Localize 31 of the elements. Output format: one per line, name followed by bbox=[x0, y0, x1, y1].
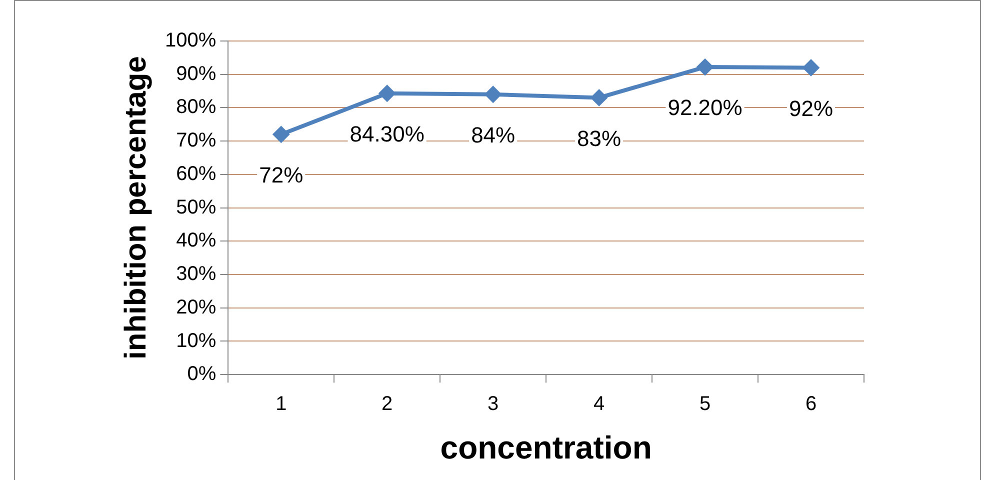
data-label: 84% bbox=[471, 122, 516, 148]
x-tick-label: 4 bbox=[594, 393, 605, 416]
point bbox=[802, 59, 820, 76]
point bbox=[272, 126, 290, 143]
x-tick-label: 2 bbox=[382, 393, 393, 416]
x-axis-title: concentration bbox=[440, 430, 652, 466]
x-tick-label: 6 bbox=[805, 393, 817, 416]
point bbox=[590, 89, 608, 106]
x-tick-label: 3 bbox=[488, 393, 499, 416]
data-label: 84.30% bbox=[350, 121, 424, 146]
y-tick-label: 60% bbox=[176, 162, 216, 185]
x-tick-label: 5 bbox=[699, 393, 711, 416]
y-tick-label: 0% bbox=[187, 363, 216, 386]
y-tick-label: 20% bbox=[176, 296, 216, 318]
y-tick-label: 90% bbox=[176, 62, 216, 85]
y-tick-label: 80% bbox=[176, 96, 216, 118]
y-tick-label: 30% bbox=[176, 263, 216, 286]
y-tick-label: 40% bbox=[176, 230, 216, 252]
point bbox=[696, 58, 714, 76]
point bbox=[378, 84, 396, 102]
point bbox=[484, 86, 502, 103]
data-label: 92.20% bbox=[668, 95, 742, 120]
y-axis-title: inhibition percentage bbox=[119, 56, 152, 360]
y-tick-label: 70% bbox=[176, 130, 216, 152]
y-tick-label: 50% bbox=[176, 196, 216, 218]
x-tick-label: 1 bbox=[276, 393, 287, 416]
y-tick-label: 10% bbox=[176, 330, 216, 352]
y-tick-label: 100% bbox=[164, 30, 216, 52]
data-label: 92% bbox=[788, 96, 834, 121]
data-label: 83% bbox=[577, 126, 622, 151]
data-label: 72% bbox=[259, 162, 304, 188]
